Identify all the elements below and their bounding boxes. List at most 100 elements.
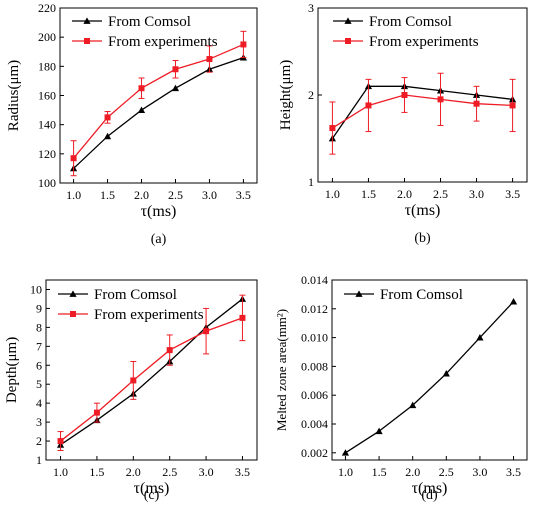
- chart-panel: 1.0 1.5 2.0 2.5 3.0 3.5 1 2 3 4 5 6 7 8 9 10 τ(ms) Depth(…: [4, 279, 258, 503]
- plot-frame: [331, 279, 528, 461]
- legend-label: From experiments: [94, 307, 204, 323]
- panel-label: (b): [414, 231, 431, 246]
- x-axis-label: τ(ms): [141, 203, 177, 220]
- y-tick-label: 180: [38, 59, 56, 73]
- legend: From Comsol: [344, 287, 463, 303]
- data-point: [473, 100, 480, 107]
- legend: From Comsol From experiments: [72, 14, 218, 50]
- legend-marker: [355, 290, 363, 297]
- y-tick-label: 7: [36, 339, 42, 353]
- y-tick-label: 1: [308, 175, 314, 189]
- y-axis-label: Height(μm): [278, 60, 294, 131]
- x-tick-label: 3.0: [472, 465, 487, 479]
- y-tick-label: 2: [308, 88, 314, 102]
- x-tick-label: 3.5: [235, 465, 250, 479]
- legend-label: From experiments: [108, 34, 218, 50]
- y-tick-label: 3: [36, 415, 42, 429]
- data-point: [137, 106, 146, 113]
- x-tick-label: 2.5: [433, 187, 448, 201]
- legend-label: From experiments: [369, 34, 479, 50]
- y-tick-label: 10: [30, 282, 42, 296]
- data-point: [365, 102, 372, 109]
- x-tick-label: 3.5: [506, 465, 521, 479]
- y-tick-label: 9: [36, 301, 42, 315]
- series-line: [73, 43, 244, 159]
- y-axis-label: Melted zone area(mm²): [274, 309, 289, 431]
- y-tick-label: 6: [36, 358, 42, 372]
- y-tick-label: 200: [38, 30, 56, 44]
- series-experiments: [57, 294, 246, 452]
- x-axis-label: τ(ms): [405, 202, 441, 219]
- x-tick-label: 3.0: [202, 188, 217, 202]
- data-point: [203, 328, 210, 335]
- data-point: [166, 347, 173, 354]
- y-tick-label: 160: [38, 89, 56, 103]
- y-tick-label: 0.004: [301, 417, 328, 431]
- data-point: [57, 438, 64, 445]
- x-tick-label: 1.5: [372, 465, 387, 479]
- y-tick-label: 0.014: [301, 273, 328, 287]
- legend-label: From Comsol: [380, 287, 463, 303]
- y-tick-label: 120: [38, 147, 56, 161]
- legend-label: From Comsol: [94, 287, 177, 303]
- x-tick-label: 1.0: [325, 187, 340, 201]
- x-tick-label: 1.5: [361, 187, 376, 201]
- series-line: [60, 317, 243, 442]
- x-tick-label: 2.0: [397, 187, 412, 201]
- data-point: [437, 96, 444, 103]
- y-tick-label: 0.008: [301, 359, 328, 373]
- data-point: [442, 370, 450, 377]
- data-point: [138, 85, 145, 92]
- data-point: [171, 84, 180, 92]
- series-experiments: [70, 30, 247, 177]
- y-tick-label: 8: [36, 320, 42, 334]
- legend-label: From Comsol: [108, 14, 191, 30]
- x-tick-label: 2.5: [439, 465, 454, 479]
- x-axis-label: τ(ms): [412, 480, 448, 497]
- data-point: [104, 114, 111, 121]
- legend-marker: [70, 311, 76, 317]
- x-tick-label: 3.5: [236, 188, 251, 202]
- plot-frame: [45, 279, 258, 461]
- panel-label: (d): [421, 488, 438, 503]
- x-tick-label: 1.0: [338, 465, 353, 479]
- y-axis-label: Radius(μm): [6, 60, 22, 131]
- chart-panel: 1.0 1.5 2.0 2.5 3.0 3.5 0.002 0.004 0.006 0.008 0.…: [274, 273, 528, 503]
- data-point: [70, 155, 77, 162]
- data-point: [239, 314, 246, 321]
- series-line: [332, 94, 513, 129]
- legend-label: From Comsol: [369, 14, 452, 30]
- y-axis-label: Depth(μm): [4, 337, 20, 403]
- x-tick-label: 1.0: [53, 465, 68, 479]
- data-point: [509, 102, 516, 109]
- y-tick-label: 100: [38, 176, 56, 190]
- legend-marker: [84, 38, 90, 44]
- x-tick-label: 2.0: [126, 465, 141, 479]
- data-point: [130, 377, 137, 384]
- x-tick-label: 1.5: [100, 188, 115, 202]
- legend-marker: [69, 290, 77, 297]
- y-tick-label: 0.002: [301, 446, 328, 460]
- data-point: [509, 298, 518, 305]
- data-point: [329, 125, 336, 132]
- data-point: [401, 92, 408, 98]
- legend: From Comsol From experiments: [58, 287, 204, 323]
- y-tick-label: 0.010: [301, 331, 328, 345]
- x-tick-label: 2.5: [162, 465, 177, 479]
- x-tick-label: 3.0: [199, 465, 214, 479]
- data-point: [206, 56, 213, 63]
- x-tick-label: 1.5: [89, 465, 104, 479]
- y-tick-label: 2: [36, 434, 42, 448]
- x-tick-label: 3.5: [505, 187, 520, 201]
- series-comsol: [341, 298, 518, 456]
- data-point: [375, 427, 383, 435]
- legend-marker: [83, 17, 91, 24]
- data-point: [240, 41, 247, 48]
- data-point: [172, 66, 179, 73]
- data-point: [341, 449, 350, 456]
- chart-panel: 1.0 1.5 2.0 2.5 3.0 3.5 100 120 140 160 180 200 220 τ…: [6, 1, 258, 247]
- chart-panel: 1.0 1.5 2.0 2.5 3.0 3.5 1 2 3 τ(ms) Height(μm) (b) F…: [278, 1, 528, 246]
- y-tick-label: 5: [36, 377, 42, 391]
- panel-label: (c): [144, 488, 160, 503]
- y-tick-label: 1: [36, 453, 42, 467]
